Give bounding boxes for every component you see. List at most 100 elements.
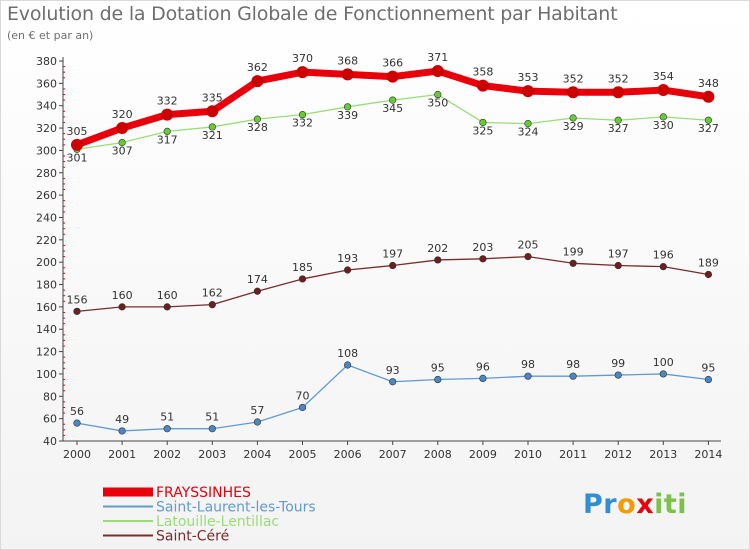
x-tick-label: 2002 [153, 448, 181, 461]
x-tick-label: 2005 [289, 448, 317, 461]
data-point [614, 261, 622, 270]
data-label: 96 [476, 360, 490, 373]
y-tick-label: 280 [36, 167, 57, 180]
data-label: 330 [653, 119, 674, 132]
data-label: 95 [701, 362, 715, 375]
data-label: 56 [70, 405, 84, 418]
data-label: 327 [608, 122, 629, 135]
chart-subtitle: (en € et par an) [7, 29, 94, 42]
legend-label: Saint-Céré [156, 529, 229, 545]
y-tick-label: 40 [43, 435, 57, 448]
data-point [614, 371, 622, 379]
data-label: 305 [67, 125, 88, 138]
data-point [208, 123, 216, 131]
data-label: 301 [67, 151, 88, 164]
data-point [524, 252, 532, 261]
data-label: 162 [202, 287, 223, 300]
data-point [73, 307, 81, 315]
chart-title: Evolution de la Dotation Globale de Fonc… [7, 3, 618, 25]
y-tick-label: 160 [36, 301, 57, 314]
data-point [704, 116, 713, 124]
data-point [524, 119, 532, 128]
data-point [389, 261, 397, 270]
y-tick-label: 180 [36, 279, 57, 292]
data-label: 95 [431, 362, 445, 375]
x-tick-label: 2013 [649, 448, 677, 461]
data-label: 348 [698, 77, 719, 90]
data-point [208, 301, 216, 309]
data-label: 366 [382, 57, 403, 70]
data-point [161, 108, 174, 121]
data-point [118, 427, 126, 435]
data-point [659, 113, 667, 121]
data-point [522, 85, 534, 98]
x-tick-label: 2014 [694, 448, 722, 461]
y-tick-label: 360 [36, 77, 57, 90]
y-tick-label: 340 [36, 100, 57, 113]
data-label: 307 [112, 145, 133, 158]
logo-letter: r [603, 489, 618, 520]
x-tick-label: 2011 [559, 448, 587, 461]
data-label: 70 [296, 389, 310, 402]
data-label: 57 [250, 404, 264, 417]
data-point [702, 90, 715, 103]
y-tick-label: 380 [36, 55, 57, 68]
y-tick-label: 80 [43, 390, 57, 403]
logo-letter: t [663, 489, 678, 520]
data-point [704, 270, 713, 279]
x-tick-label: 2003 [198, 448, 226, 461]
y-tick-label: 140 [36, 323, 57, 336]
data-point [569, 259, 577, 267]
data-point [344, 361, 352, 369]
data-label: 203 [472, 241, 493, 254]
x-tick-label: 2004 [243, 448, 271, 461]
data-label: 335 [202, 91, 223, 104]
x-tick-label: 2008 [424, 448, 452, 461]
data-label: 174 [247, 273, 268, 286]
legend-label: Latouille-Lentillac [156, 514, 279, 530]
data-point [344, 103, 352, 111]
data-point [479, 374, 487, 383]
data-label: 358 [472, 66, 493, 79]
y-tick-label: 240 [36, 211, 57, 224]
data-label: 332 [292, 117, 313, 130]
data-label: 362 [247, 61, 268, 74]
data-point [524, 372, 532, 380]
data-label: 371 [427, 51, 448, 64]
y-tick-label: 200 [36, 256, 57, 269]
data-label: 370 [292, 52, 313, 65]
data-label: 51 [160, 411, 174, 424]
data-point [253, 287, 261, 295]
data-label: 328 [247, 121, 268, 134]
data-point [208, 425, 216, 433]
legend-label: FRAYSSINHES [156, 485, 251, 501]
data-label: 321 [202, 129, 223, 142]
data-point [163, 127, 171, 136]
data-point [569, 372, 577, 380]
data-point [659, 370, 667, 378]
logo-letter: i [654, 489, 664, 520]
x-tick-label: 2010 [514, 448, 542, 461]
data-point [431, 65, 444, 78]
data-label: 189 [698, 256, 719, 269]
data-point [434, 90, 442, 99]
data-point [386, 70, 399, 83]
data-label: 93 [386, 364, 400, 377]
data-label: 98 [566, 358, 580, 371]
y-tick-label: 120 [36, 346, 57, 359]
x-tick-label: 2006 [334, 448, 362, 461]
data-label: 329 [563, 120, 584, 133]
y-tick-label: 100 [36, 368, 57, 381]
y-tick-label: 320 [36, 122, 57, 135]
data-label: 156 [67, 293, 88, 306]
data-point [569, 114, 577, 122]
data-point [389, 96, 397, 104]
data-label: 160 [157, 289, 178, 302]
data-point [476, 79, 489, 92]
data-point [118, 303, 126, 311]
data-point [298, 111, 307, 119]
data-label: 51 [205, 411, 219, 424]
data-label: 202 [427, 242, 448, 255]
data-label: 197 [382, 248, 403, 261]
